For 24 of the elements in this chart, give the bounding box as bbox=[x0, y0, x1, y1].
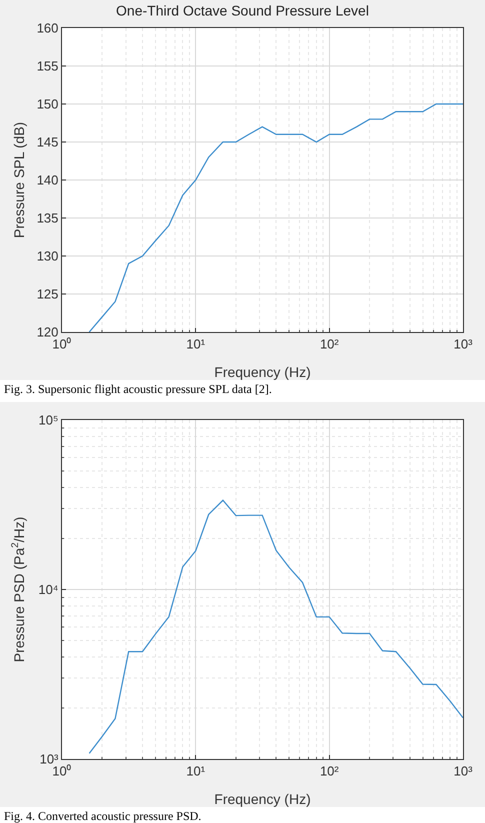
x-tick-label: 10² bbox=[320, 336, 340, 352]
y-tick-label: 125 bbox=[36, 286, 58, 302]
y-tick-label: 145 bbox=[36, 134, 58, 150]
line-series bbox=[88, 103, 463, 332]
x-tick-label: 10¹ bbox=[186, 764, 206, 779]
y-tick-label: 160 bbox=[36, 20, 58, 36]
x-tick-label: 10¹ bbox=[186, 336, 206, 352]
y-tick-label: 10⁴ bbox=[38, 582, 58, 598]
y-tick-label: 155 bbox=[36, 58, 58, 74]
x-axis-title: Frequency (Hz) bbox=[214, 791, 311, 807]
x-tick-label: 10³ bbox=[454, 764, 474, 779]
y-tick-label: 10⁵ bbox=[38, 412, 58, 428]
y-axis-title: Pressure SPL (dB) bbox=[11, 122, 27, 238]
x-tick-label: 10² bbox=[320, 764, 340, 779]
y-tick-label: 150 bbox=[36, 96, 58, 112]
caption: Fig. 4. Converted acoustic pressure PSD. bbox=[3, 808, 202, 823]
chart-title: One-Third Octave Sound Pressure Level bbox=[116, 2, 369, 18]
y-tick-label: 135 bbox=[36, 210, 58, 226]
line-series bbox=[88, 500, 463, 754]
caption: Fig. 3. Supersonic flight acoustic pressure SPL data [2]. bbox=[3, 381, 273, 398]
x-tick-label: 10³ bbox=[454, 336, 474, 352]
x-axis-title: Frequency (Hz) bbox=[214, 364, 311, 380]
y-tick-label: 130 bbox=[36, 248, 58, 264]
y-tick-label: 140 bbox=[36, 172, 58, 188]
